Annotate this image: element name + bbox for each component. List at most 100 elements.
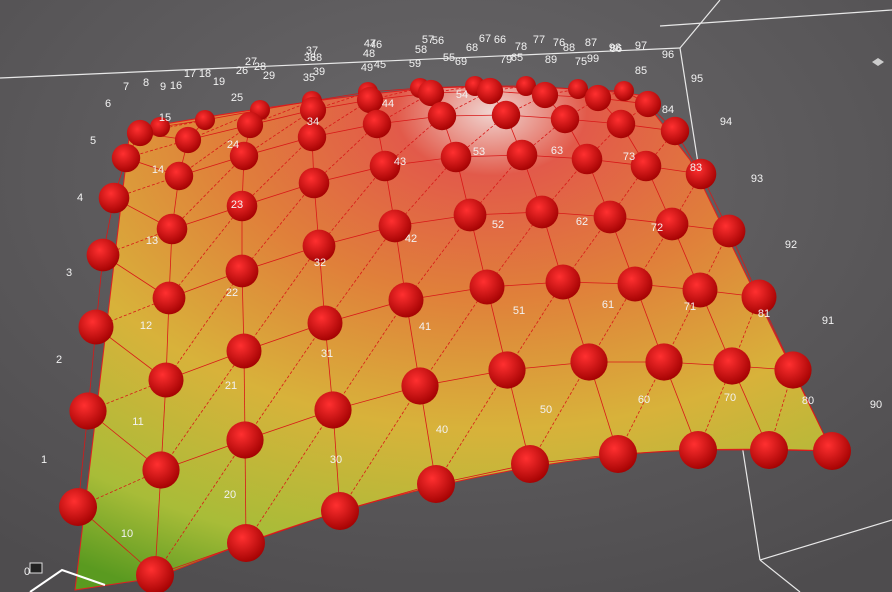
vertex-handle bbox=[476, 77, 504, 105]
vertex-label: 0 bbox=[24, 566, 30, 578]
vertex-handle bbox=[511, 445, 549, 483]
vertex-handle bbox=[59, 488, 97, 526]
vertex-label: 38 bbox=[310, 52, 322, 64]
vertex-label: 30 bbox=[330, 454, 342, 466]
vertex-handle bbox=[226, 421, 264, 459]
vertex-label: 75 bbox=[575, 56, 587, 68]
vertex-label: 22 bbox=[226, 287, 238, 299]
vertex-label: 42 bbox=[405, 233, 417, 245]
vertex-handle bbox=[111, 143, 141, 173]
vertex-label: 76 bbox=[553, 37, 565, 49]
vertex-label: 83 bbox=[690, 162, 702, 174]
vertex-label: 71 bbox=[684, 301, 696, 313]
vertex-handle bbox=[750, 431, 788, 469]
edge bbox=[154, 439, 246, 576]
vertex-handle bbox=[550, 104, 580, 134]
edge bbox=[171, 155, 245, 230]
vertex-handle bbox=[156, 213, 188, 245]
vertex-handle bbox=[78, 309, 114, 345]
vertex-handle bbox=[440, 141, 472, 173]
vertex-label: 90 bbox=[870, 399, 882, 411]
vertex-handle bbox=[712, 214, 746, 248]
vertex-label: 25 bbox=[231, 92, 243, 104]
vertex-label: 96 bbox=[662, 49, 674, 61]
edge bbox=[244, 322, 326, 441]
vertex-handle bbox=[427, 101, 457, 131]
vertex-label: 54 bbox=[456, 89, 468, 101]
vertex-handle bbox=[142, 451, 180, 489]
vertex-label: 67 bbox=[479, 33, 491, 45]
vertex-handle bbox=[813, 432, 851, 470]
vertex-handle bbox=[506, 139, 538, 171]
vertex-handle bbox=[634, 90, 662, 118]
view-gizmo bbox=[872, 58, 884, 66]
vertex-label: 68 bbox=[466, 42, 478, 54]
vertex-handle bbox=[525, 195, 559, 229]
vertex-label: 16 bbox=[170, 80, 182, 92]
vertex-handle bbox=[417, 465, 455, 503]
vertex-handle bbox=[571, 143, 603, 175]
vertex-label: 12 bbox=[140, 320, 152, 332]
vertex-label: 69 bbox=[455, 56, 467, 68]
vertex-label: 46 bbox=[370, 39, 382, 51]
vertex-handle bbox=[369, 150, 401, 182]
vertex-handle bbox=[545, 264, 581, 300]
vertex-label: 77 bbox=[533, 34, 545, 46]
vertex-handle bbox=[229, 141, 259, 171]
vertex-handle bbox=[307, 305, 343, 341]
vertex-label: 66 bbox=[494, 34, 506, 46]
edge bbox=[405, 214, 471, 301]
edge bbox=[313, 123, 378, 184]
vertex-label: 44 bbox=[382, 98, 394, 110]
vertex-label: 59 bbox=[409, 58, 421, 70]
vertex-handle bbox=[617, 266, 653, 302]
vertex-label: 89 bbox=[545, 54, 557, 66]
vertex-label: 50 bbox=[540, 404, 552, 416]
vertex-label: 9 bbox=[160, 81, 166, 93]
vertex-handles bbox=[59, 76, 851, 592]
edge bbox=[178, 124, 251, 177]
vertex-label: 94 bbox=[720, 116, 732, 128]
vertex-handle bbox=[314, 391, 352, 429]
vertex-label: 60 bbox=[638, 394, 650, 406]
vertex-handle bbox=[417, 79, 445, 107]
vertex-label: 40 bbox=[436, 424, 448, 436]
edge bbox=[168, 205, 243, 299]
vertex-handle bbox=[584, 84, 612, 112]
vertex-label: 55 bbox=[443, 52, 455, 64]
vertex-handle bbox=[741, 279, 777, 315]
vertex-label: 27 bbox=[245, 56, 257, 68]
vertex-label: 4 bbox=[77, 192, 83, 204]
vertex-handle bbox=[148, 362, 184, 398]
vertex-label: 51 bbox=[513, 305, 525, 317]
vertex-label: 57 bbox=[422, 34, 434, 46]
vertex-label: 84 bbox=[662, 104, 674, 116]
vertex-label: 93 bbox=[751, 173, 763, 185]
vertex-handle bbox=[606, 109, 636, 139]
vertex-label: 95 bbox=[691, 73, 703, 85]
edge bbox=[332, 299, 407, 411]
vertex-label: 3 bbox=[66, 267, 72, 279]
edge bbox=[241, 182, 315, 272]
vertex-handle bbox=[453, 198, 487, 232]
vertex-handle bbox=[570, 343, 608, 381]
vertex-label: 7 bbox=[123, 81, 129, 93]
vertex-label: 39 bbox=[313, 66, 325, 78]
vertex-label: 65 bbox=[511, 52, 523, 64]
vertex-label: 80 bbox=[802, 395, 814, 407]
vertex-handle bbox=[164, 161, 194, 191]
vertex-label: 14 bbox=[152, 164, 164, 176]
vertex-label: 86 bbox=[610, 43, 622, 55]
origin-gizmo bbox=[29, 562, 106, 592]
vertex-label: 52 bbox=[492, 219, 504, 231]
vertex-label: 49 bbox=[361, 62, 373, 74]
vertex-label: 26 bbox=[236, 65, 248, 77]
vertex-label: 37 bbox=[306, 45, 318, 57]
vertex-label: 70 bbox=[724, 392, 736, 404]
vertex-handle bbox=[469, 269, 505, 305]
vertex-label: 53 bbox=[473, 146, 485, 158]
vertex-handle bbox=[299, 96, 327, 124]
vertex-label: 92 bbox=[785, 239, 797, 251]
vertex-handle bbox=[69, 392, 107, 430]
vertex-handle bbox=[774, 351, 812, 389]
